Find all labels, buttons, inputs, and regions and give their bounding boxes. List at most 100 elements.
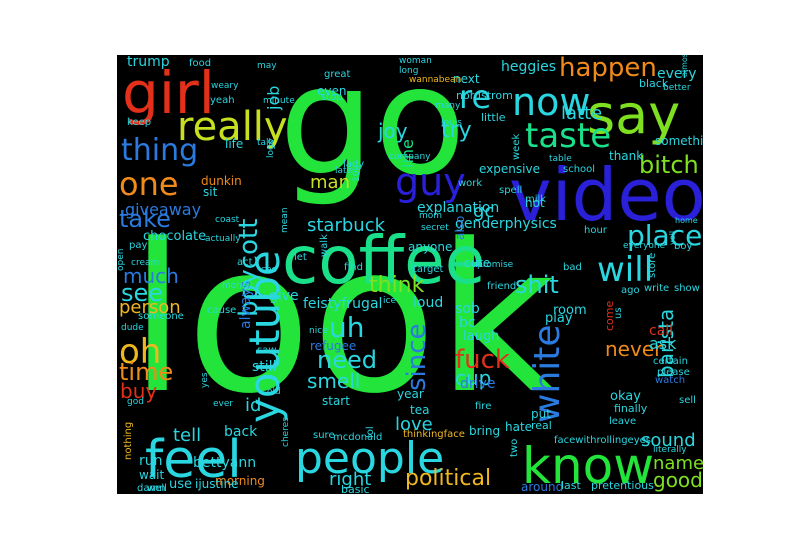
word-yell: yell xyxy=(668,231,677,245)
word-hate: hate xyxy=(505,420,532,434)
word-oh: oh xyxy=(119,332,161,372)
word-bring: bring xyxy=(469,424,500,438)
word-start: start xyxy=(322,394,350,408)
word-wait: wait xyxy=(139,468,165,482)
word-boycott: boycott xyxy=(234,219,264,317)
word-bitch: bitch xyxy=(639,151,699,179)
word-job: job xyxy=(264,86,283,111)
word-around: around xyxy=(521,480,563,494)
word-always: always xyxy=(238,281,254,329)
word-coffee: coffee xyxy=(282,222,485,299)
word-better: better xyxy=(663,83,691,93)
word-almost: almost xyxy=(680,55,689,77)
word-use: use xyxy=(169,477,192,492)
word-heggies: heggies xyxy=(501,59,556,75)
word-place: place xyxy=(627,219,702,252)
word-genderphysics: genderphysics xyxy=(455,216,557,232)
word-mean: mean xyxy=(280,207,290,233)
word-girl: girl xyxy=(122,59,215,127)
word-never: never xyxy=(605,337,663,361)
word-little: little xyxy=(481,111,506,124)
word-joy: joy xyxy=(377,119,408,143)
word-open: open xyxy=(117,249,126,271)
word-white: white xyxy=(527,324,568,423)
word-trump: trump xyxy=(127,55,170,70)
word-bc: bc xyxy=(459,315,476,331)
word-keep: keep xyxy=(127,117,151,128)
word-dunkin: dunkin xyxy=(201,174,242,188)
word-cup: cup xyxy=(455,366,491,390)
word-say: say xyxy=(587,83,680,146)
word-know: know xyxy=(522,437,654,494)
word-run: run xyxy=(139,453,163,469)
word-cloud-background xyxy=(117,55,703,494)
word-ever: ever xyxy=(213,399,233,409)
word-pretentious: pretentious xyxy=(591,479,654,492)
word-ago: ago xyxy=(621,285,640,296)
word-late: late xyxy=(335,166,353,176)
word-play: play xyxy=(545,311,573,326)
word-guy: guy xyxy=(395,160,466,204)
word-lady: lady xyxy=(343,159,364,170)
word-watch: watch xyxy=(655,375,685,386)
word-god: god xyxy=(127,397,144,407)
word-logo: logo xyxy=(266,138,276,158)
word-cloud: look go video coffee know people feel girl say yo… xyxy=(117,55,703,494)
word-long: long xyxy=(399,66,418,76)
word-find: find xyxy=(344,262,363,273)
word-mom: mom xyxy=(419,211,442,221)
word-barista: barista xyxy=(654,309,678,378)
word-spell: spell xyxy=(499,185,522,196)
word-cause: cause xyxy=(207,305,236,316)
word-store: store xyxy=(647,253,658,278)
word-youtube: youtube xyxy=(240,250,289,423)
word-much: much xyxy=(123,264,179,288)
word-see: see xyxy=(121,279,163,307)
word-next: next xyxy=(453,72,480,86)
word-sob: sob xyxy=(455,301,480,317)
word-basic: basic xyxy=(341,483,370,494)
word-nordstrom: nordstrom xyxy=(456,89,513,102)
word-hour: hour xyxy=(584,225,608,236)
word-look: look xyxy=(129,201,556,439)
word-nothing: nothing xyxy=(123,422,134,460)
word-okay: okay xyxy=(610,389,641,404)
word-black: black xyxy=(639,77,669,90)
word-company: company xyxy=(389,152,431,162)
word-feistyfrugal: feistyfrugal xyxy=(303,296,382,312)
word-facewithrollingeyes: facewithrollingeyes xyxy=(554,435,651,446)
word-thing: thing xyxy=(121,133,198,168)
word-gc: gc xyxy=(473,201,494,222)
word-man: man xyxy=(310,172,350,193)
word-happen: happen xyxy=(559,55,657,83)
word-morning: morning xyxy=(215,474,265,488)
word-cream: cream xyxy=(131,258,159,268)
word-room: room xyxy=(553,303,587,318)
word-political: political xyxy=(405,466,491,491)
word-home: home xyxy=(675,216,698,225)
word-tell: tell xyxy=(173,425,201,446)
word-come: come xyxy=(603,301,616,331)
word-loud: loud xyxy=(413,295,443,311)
word-nice: nice xyxy=(309,326,328,336)
word-even: even xyxy=(317,84,346,98)
word-chocolate: chocolate xyxy=(143,229,206,244)
word-old: old xyxy=(267,387,281,397)
word-food: food xyxy=(189,58,211,69)
word-person: person xyxy=(119,297,181,318)
word-love: love xyxy=(395,414,433,435)
word-sit: sit xyxy=(203,185,218,199)
word-target: target xyxy=(413,264,443,275)
word-may: may xyxy=(257,61,277,71)
word-anyone: anyone xyxy=(408,240,452,254)
word-buy: buy xyxy=(120,379,157,403)
word-line: line xyxy=(398,139,417,168)
word-ijustine: ijustine xyxy=(195,477,239,491)
word-well: well xyxy=(147,483,167,494)
word-smell: smell xyxy=(307,369,360,393)
word-yeah: yeah xyxy=(210,95,235,106)
word-hot: hot xyxy=(525,196,545,210)
word-stop: stop xyxy=(321,92,343,103)
word-table: table xyxy=(549,154,572,164)
